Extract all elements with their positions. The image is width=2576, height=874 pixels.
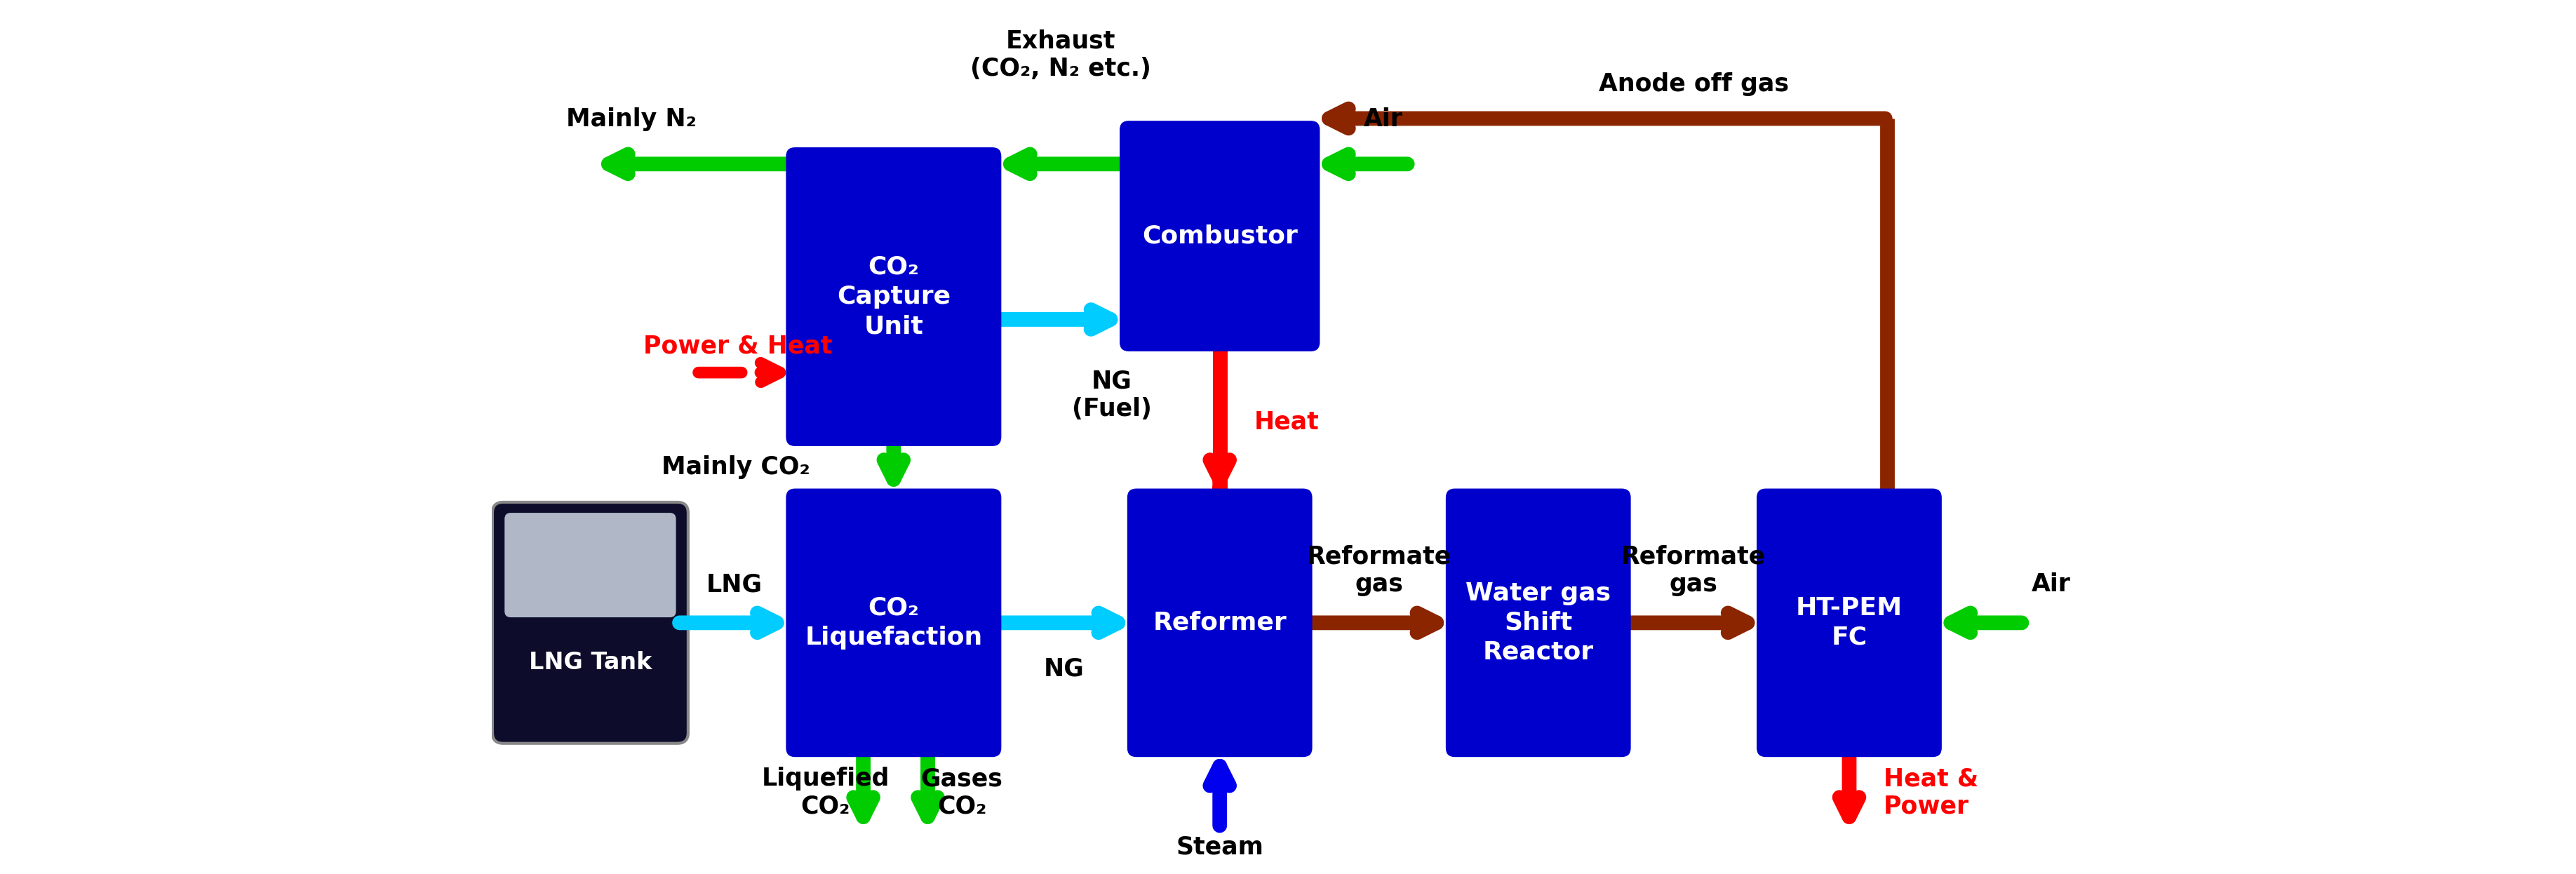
FancyBboxPatch shape (1757, 489, 1942, 757)
Text: CO₂
Liquefaction: CO₂ Liquefaction (804, 596, 981, 649)
FancyBboxPatch shape (786, 489, 1002, 757)
Text: Power & Heat: Power & Heat (644, 334, 832, 358)
Text: Reformate
gas: Reformate gas (1620, 545, 1767, 596)
Text: Air: Air (1363, 108, 1404, 131)
Text: LNG Tank: LNG Tank (528, 651, 652, 674)
Text: Reformer: Reformer (1154, 611, 1285, 635)
Text: Water gas
Shift
Reactor: Water gas Shift Reactor (1466, 581, 1610, 664)
Text: HT-PEM
FC: HT-PEM FC (1795, 596, 1904, 649)
Text: Anode off gas: Anode off gas (1600, 72, 1790, 96)
Text: LNG: LNG (706, 572, 762, 596)
FancyBboxPatch shape (505, 513, 675, 617)
Text: Heat: Heat (1255, 410, 1319, 434)
Text: NG
(Fuel): NG (Fuel) (1072, 370, 1151, 421)
Text: CO₂
Capture
Unit: CO₂ Capture Unit (837, 255, 951, 338)
Text: Exhaust
(CO₂, N₂ etc.): Exhaust (CO₂, N₂ etc.) (971, 29, 1151, 80)
Text: Gases
CO₂: Gases CO₂ (920, 766, 1002, 818)
FancyBboxPatch shape (786, 148, 1002, 446)
Text: Mainly CO₂: Mainly CO₂ (662, 455, 811, 479)
Text: Combustor: Combustor (1141, 224, 1298, 248)
Text: Reformate
gas: Reformate gas (1306, 545, 1450, 596)
Text: Liquefied
CO₂: Liquefied CO₂ (762, 766, 889, 818)
Text: Mainly N₂: Mainly N₂ (567, 108, 696, 131)
Text: NG: NG (1043, 657, 1084, 681)
Text: Heat &
Power: Heat & Power (1883, 766, 1978, 818)
FancyBboxPatch shape (1128, 489, 1311, 757)
FancyBboxPatch shape (492, 503, 688, 744)
FancyBboxPatch shape (1121, 121, 1319, 351)
Text: Air: Air (2032, 572, 2071, 596)
FancyBboxPatch shape (1445, 489, 1631, 757)
Text: Steam: Steam (1175, 836, 1265, 859)
